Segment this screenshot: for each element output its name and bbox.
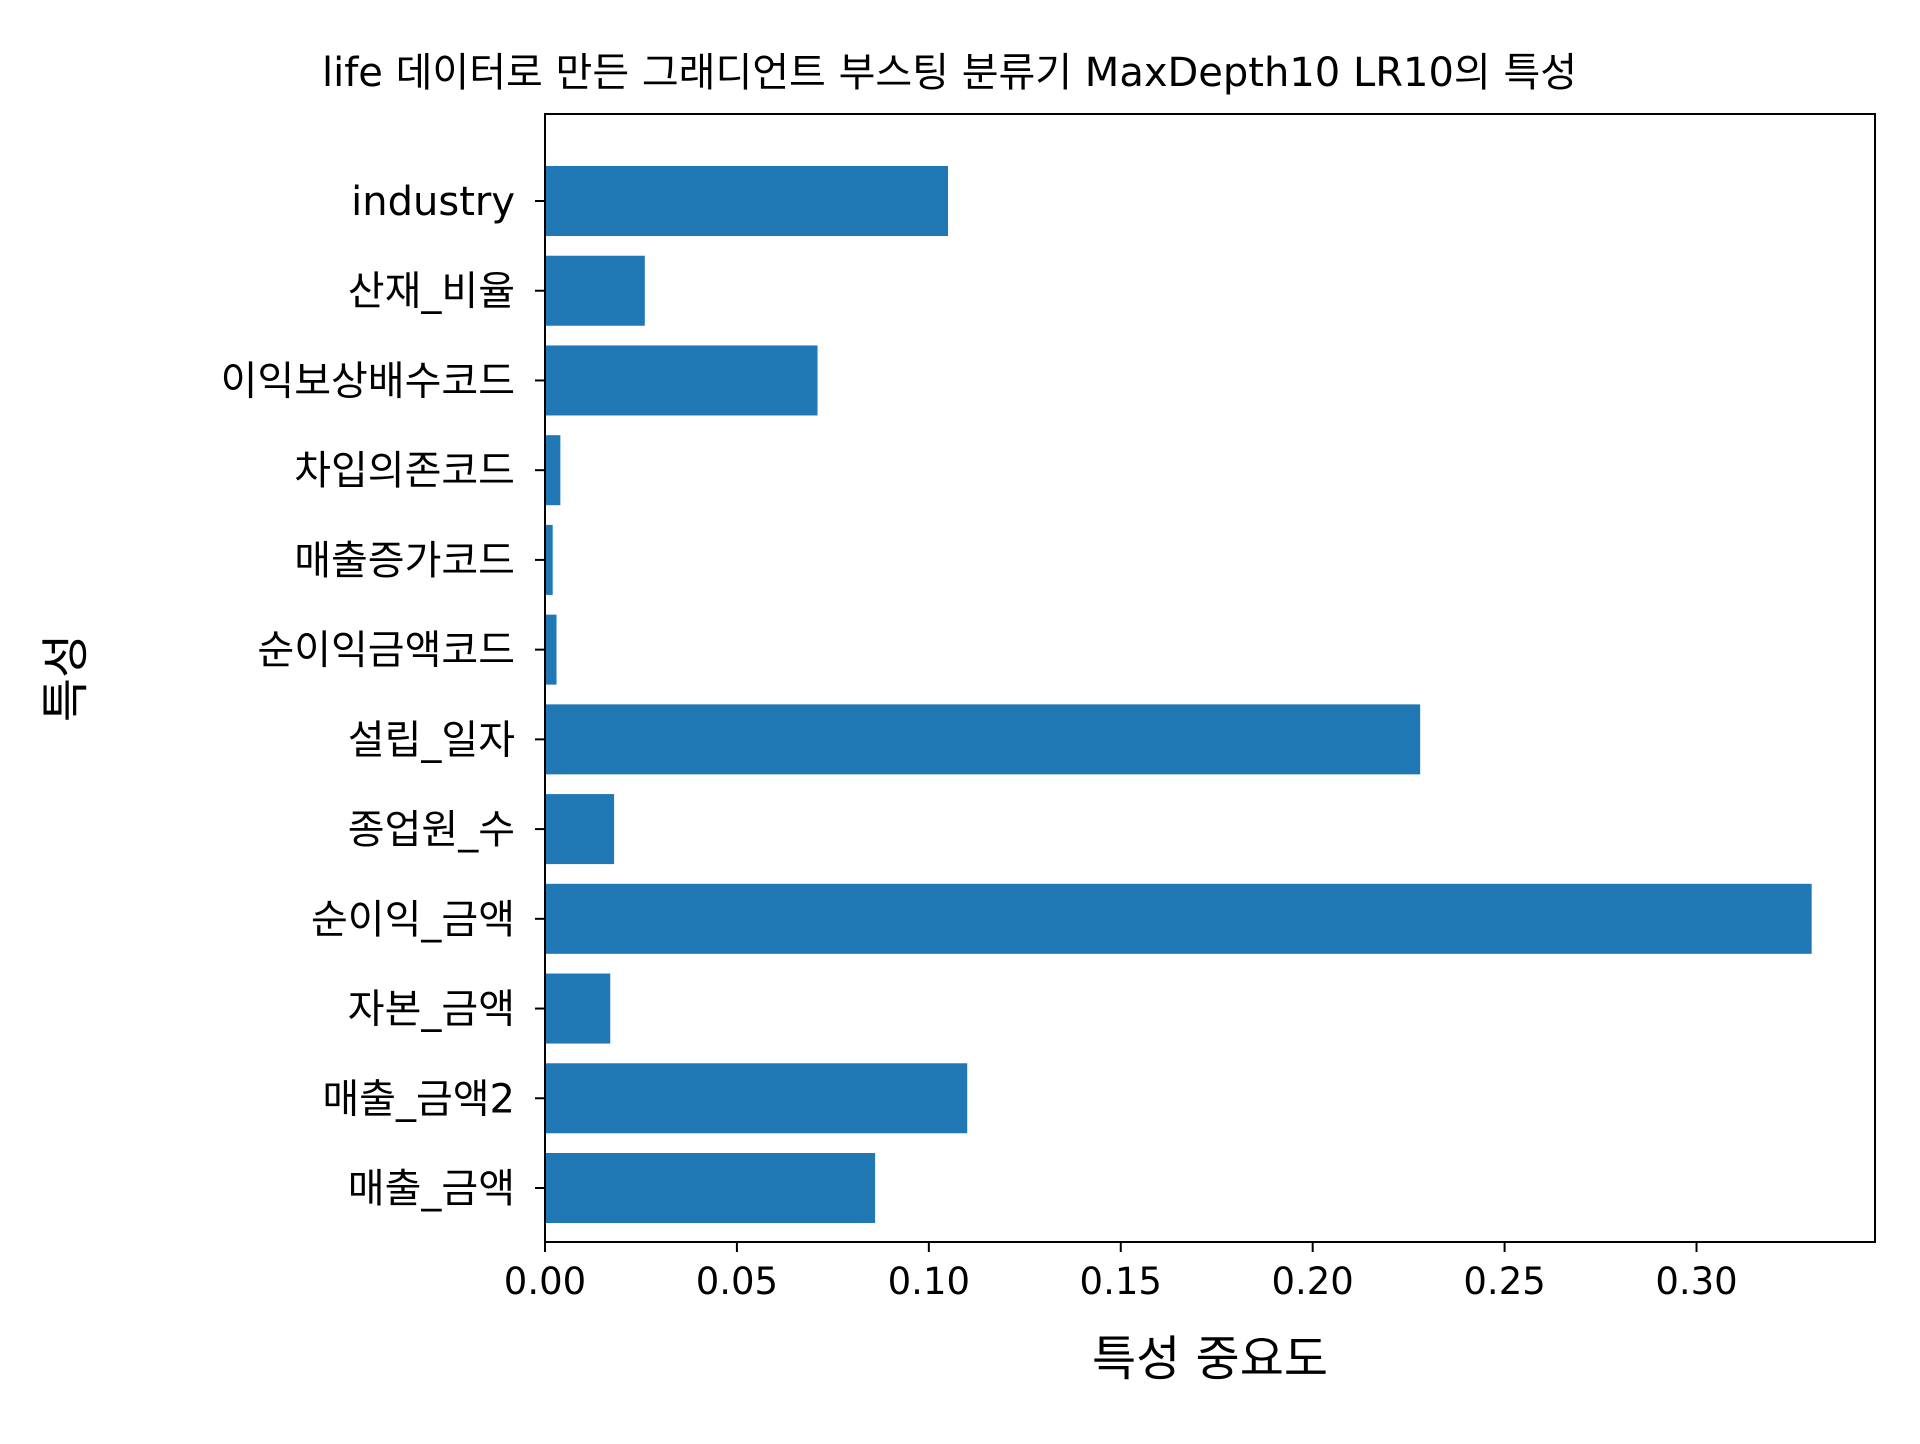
x-tick-label: 0.05 (696, 1260, 778, 1303)
y-tick-label: 매출_금액2 (322, 1076, 515, 1122)
bar-11 (545, 166, 949, 236)
bar-0 (545, 1153, 876, 1223)
y-tick-label: 차입의존코드 (294, 448, 515, 494)
y-tick-label: industry (351, 179, 515, 225)
x-axis-title: 특성 중요도 (1092, 1331, 1328, 1387)
y-axis-ticks: 매출_금액 매출_금액2 자본_금액 순이익_금액 종업원_수 설립_일자 순이익금액코드 매… (221, 179, 545, 1212)
x-axis-ticks: 0.00 0.05 0.10 0.15 0.20 0.25 0.30 (504, 1242, 1738, 1303)
plot-frame (544, 113, 1876, 1243)
x-tick-label: 0.20 (1271, 1260, 1353, 1303)
bar-5 (545, 704, 1421, 775)
x-tick-label: 0.25 (1463, 1260, 1545, 1303)
y-tick-label: 순이익금액코드 (257, 628, 515, 674)
y-tick-label: 매출증가코드 (294, 538, 515, 584)
bar-9 (545, 345, 818, 416)
bar-1 (545, 1063, 968, 1134)
x-tick-label: 0.15 (1080, 1260, 1162, 1303)
bar-3 (545, 883, 1812, 954)
bar-6 (545, 614, 557, 685)
y-tick-label: 산재_비율 (348, 269, 515, 315)
bar-7 (545, 524, 553, 595)
bar-2 (545, 973, 611, 1044)
chart-title: life 데이터로 만든 그래디언트 부스팅 분류기 MaxDepth10 LR… (322, 50, 1577, 96)
x-tick-label: 0.00 (504, 1260, 586, 1303)
y-axis-title: 특성 (38, 634, 94, 722)
y-tick-label: 종업원_수 (348, 807, 515, 853)
y-tick-label: 순이익_금액 (311, 897, 515, 943)
y-tick-label: 이익보상배수코드 (221, 358, 515, 404)
y-tick-label: 자본_금액 (348, 987, 515, 1033)
bar-10 (545, 255, 645, 326)
y-tick-label: 설립_일자 (348, 717, 515, 763)
y-tick-label: 매출_금액 (348, 1166, 515, 1212)
bar-8 (545, 435, 561, 506)
x-tick-label: 0.10 (888, 1260, 970, 1303)
x-tick-label: 0.30 (1655, 1260, 1737, 1303)
bar-4 (545, 794, 615, 865)
bars-layer (545, 166, 1812, 1223)
